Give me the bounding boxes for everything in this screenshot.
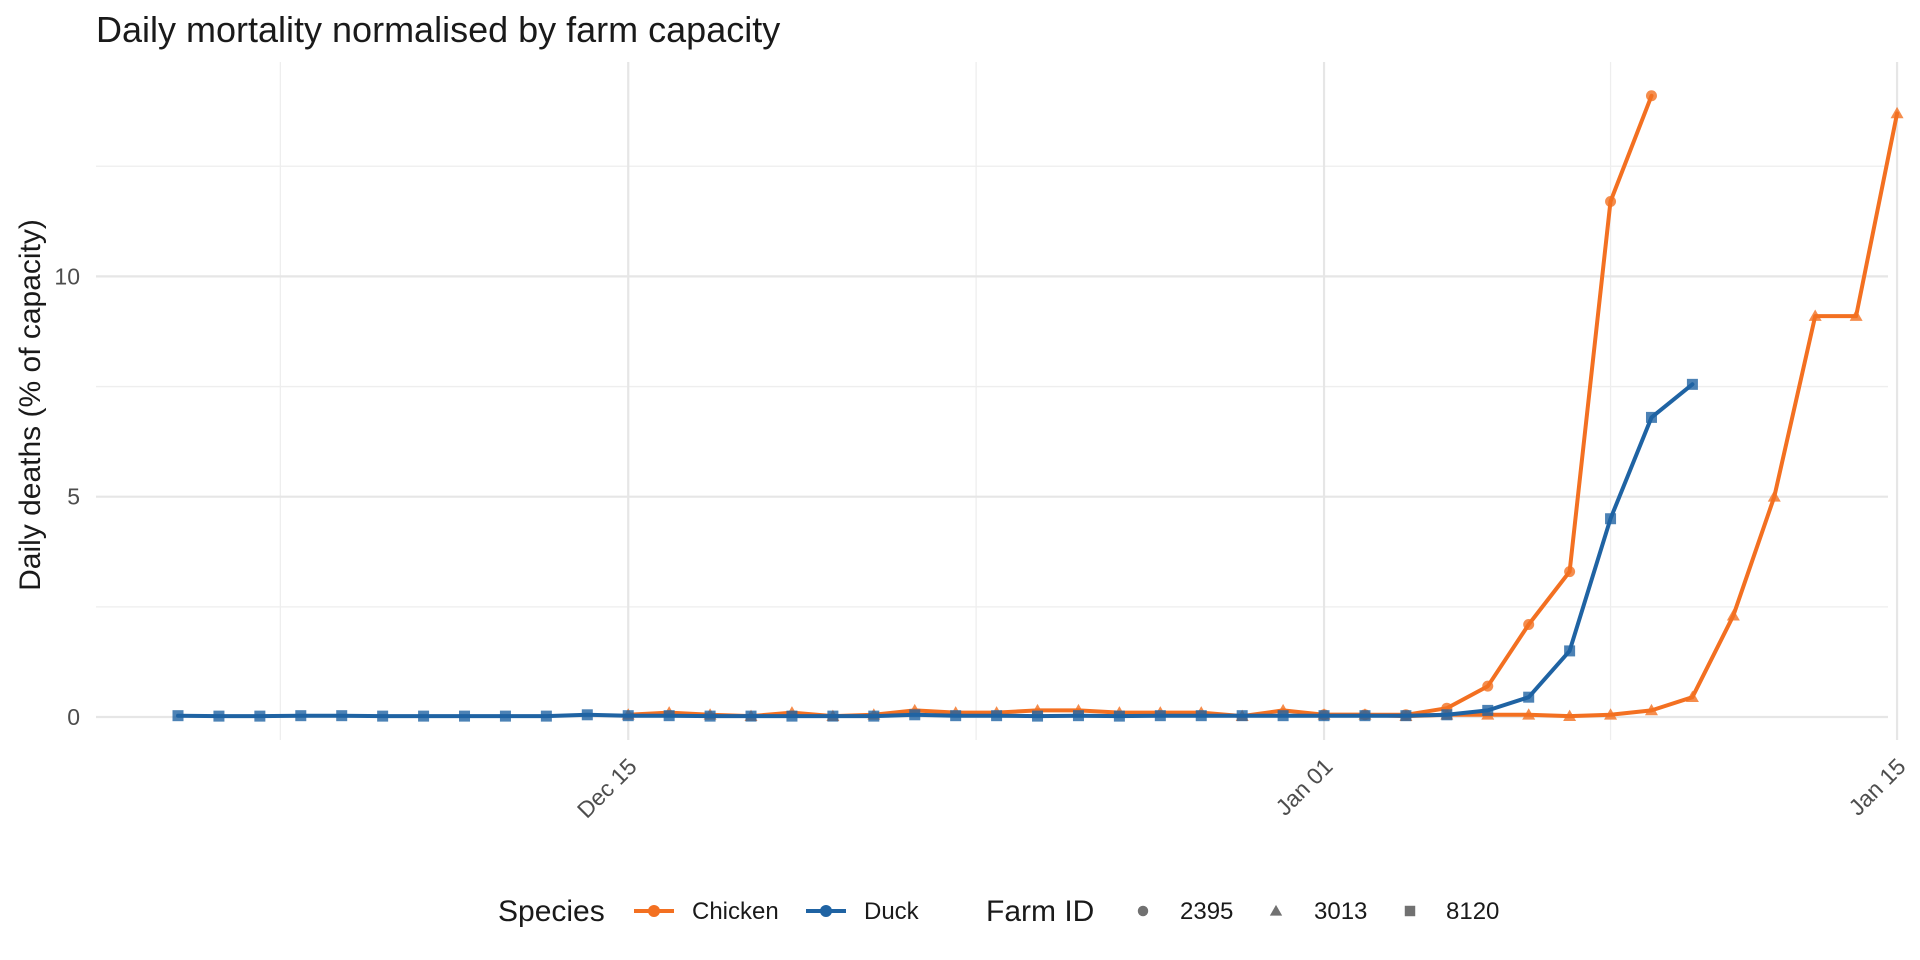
data-point-duck-8120	[418, 710, 430, 722]
legend-label-farm-3013: 3013	[1314, 898, 1367, 925]
data-point-chicken-2395	[1482, 680, 1494, 692]
data-point-chicken-3013	[1685, 690, 1699, 703]
data-point-duck-8120	[663, 710, 675, 722]
chart-title: Daily mortality normalised by farm capac…	[96, 9, 780, 50]
data-point-duck-8120	[1195, 710, 1207, 722]
data-point-duck-8120	[1318, 710, 1330, 722]
data-point-chicken-3013	[1890, 106, 1904, 119]
data-point-chicken-2395	[1645, 90, 1657, 102]
series-line-chicken-3013	[626, 111, 1900, 719]
legend-label-farm-8120: 8120	[1446, 898, 1499, 925]
legend-key-dot-duck	[820, 905, 832, 917]
data-point-duck-8120	[1523, 691, 1535, 703]
plot-area	[172, 90, 1904, 722]
data-point-duck-8120	[499, 710, 511, 722]
data-point-chicken-2395	[1564, 566, 1576, 578]
legend-farm-title: Farm ID	[986, 895, 1094, 928]
data-point-duck-8120	[1277, 710, 1289, 722]
legend-key-dot-chicken	[648, 905, 660, 917]
legend-key-shape-square	[1404, 905, 1416, 917]
data-point-chicken-3013	[1808, 309, 1822, 321]
data-point-chicken-2395	[1523, 618, 1535, 630]
data-point-duck-8120	[1154, 710, 1166, 722]
data-point-chicken-3013	[1726, 609, 1740, 621]
data-point-chicken-3013	[1563, 709, 1577, 721]
data-point-duck-8120	[868, 710, 880, 722]
data-point-duck-8120	[745, 710, 757, 722]
data-point-duck-8120	[213, 710, 225, 722]
data-point-duck-8120	[377, 710, 389, 722]
x-tick-label: Dec 15	[572, 753, 642, 823]
data-point-duck-8120	[1359, 710, 1371, 722]
y-axis-title: Daily deaths (% of capacity)	[14, 219, 47, 591]
y-tick-label: 10	[54, 263, 80, 289]
data-point-duck-8120	[991, 710, 1003, 722]
data-point-duck-8120	[540, 710, 552, 722]
x-tick-label: Jan 15	[1843, 753, 1910, 820]
data-point-chicken-3013	[1767, 490, 1781, 502]
data-point-duck-8120	[1645, 411, 1657, 423]
data-point-duck-8120	[1564, 645, 1576, 657]
data-point-duck-8120	[581, 709, 593, 721]
data-point-chicken-3013	[1644, 703, 1658, 716]
data-point-duck-8120	[1032, 710, 1044, 722]
data-point-duck-8120	[1605, 513, 1617, 525]
data-point-chicken-3013	[1849, 309, 1863, 321]
x-tick-label: Jan 01	[1270, 753, 1337, 820]
data-point-duck-8120	[1482, 704, 1494, 716]
legend-key-shape-triangle	[1269, 904, 1283, 916]
data-point-duck-8120	[1072, 710, 1084, 722]
data-point-duck-8120	[786, 710, 798, 722]
data-point-chicken-3013	[1522, 708, 1536, 720]
y-tick-label: 0	[67, 704, 80, 730]
legend: Species Chicken Duck Farm ID 2395 3013 8120	[498, 895, 1499, 928]
data-point-duck-8120	[622, 710, 634, 722]
legend-species-title: Species	[498, 895, 605, 928]
data-point-duck-8120	[909, 709, 921, 721]
data-point-duck-8120	[295, 710, 307, 722]
data-point-duck-8120	[254, 710, 266, 722]
axes: 0 5 10 Dec 15 Jan 01 Jan 15	[54, 263, 1910, 823]
y-tick-label: 5	[67, 484, 80, 510]
data-point-duck-8120	[172, 710, 184, 722]
legend-key-shape-circle	[1137, 905, 1149, 917]
legend-label-duck: Duck	[864, 898, 920, 925]
data-point-duck-8120	[1441, 709, 1453, 721]
data-point-duck-8120	[336, 710, 348, 722]
legend-label-farm-2395: 2395	[1180, 898, 1233, 925]
data-point-duck-8120	[459, 710, 471, 722]
data-point-duck-8120	[827, 710, 839, 722]
data-point-duck-8120	[950, 710, 962, 722]
data-point-duck-8120	[1400, 710, 1412, 722]
series-line-duck-8120	[176, 382, 1695, 719]
data-point-duck-8120	[704, 710, 716, 722]
data-point-duck-8120	[1236, 710, 1248, 722]
series-line-chicken-2395	[1322, 93, 1654, 717]
data-point-duck-8120	[1686, 378, 1698, 390]
data-point-chicken-3013	[1604, 708, 1618, 720]
data-point-duck-8120	[1113, 710, 1125, 722]
data-point-chicken-2395	[1605, 195, 1617, 207]
legend-label-chicken: Chicken	[692, 898, 779, 925]
